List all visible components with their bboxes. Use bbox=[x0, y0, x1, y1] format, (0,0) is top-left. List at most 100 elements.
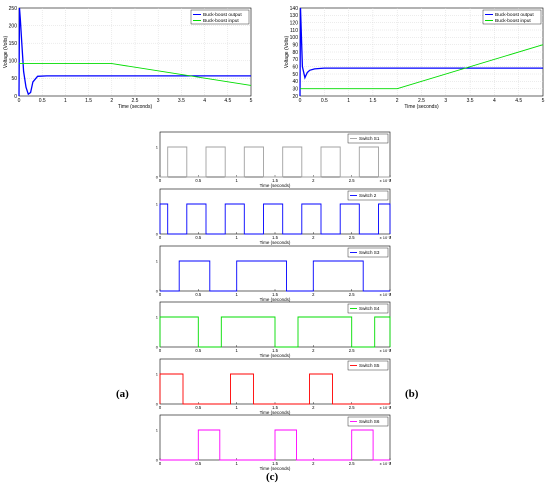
x-tick-label: 2.5 bbox=[349, 178, 355, 183]
x-tick-label: 5 bbox=[542, 98, 545, 104]
y-tick-label: 200 bbox=[9, 23, 18, 29]
x-tick-label: 2 bbox=[110, 98, 113, 104]
legend-label: Buck-boost output bbox=[495, 12, 534, 18]
y-tick-label: 0 bbox=[156, 175, 159, 180]
x-axis-label: Time (seconds) bbox=[118, 104, 153, 110]
x-tick-label: 2 bbox=[312, 461, 315, 466]
y-tick-label: 60 bbox=[292, 64, 298, 70]
x-tick-label: 2.5 bbox=[349, 348, 355, 353]
x-tick-label: 0.5 bbox=[195, 405, 201, 410]
series-line-output bbox=[299, 7, 543, 97]
x-tick-label: 0.5 bbox=[195, 292, 201, 297]
x-tick-label: 3 bbox=[389, 461, 392, 466]
x-tick-label: 2.5 bbox=[132, 98, 139, 104]
x-tick-label: 5 bbox=[250, 98, 253, 104]
x-tick-label: 0 bbox=[159, 405, 162, 410]
y-tick-label: 0 bbox=[156, 232, 159, 237]
legend-label: Switch S1 bbox=[359, 136, 380, 141]
switch-waveform bbox=[160, 260, 390, 292]
x-tick-label: 2 bbox=[396, 98, 399, 104]
y-axis-label: Voltage (Volts) bbox=[3, 36, 9, 69]
x-tick-label: 1 bbox=[235, 292, 238, 297]
legend-label: Buck-boost input bbox=[203, 18, 239, 24]
x-exponent-label: x 10⁻⁴ bbox=[380, 348, 392, 353]
x-tick-label: 2.5 bbox=[349, 292, 355, 297]
x-tick-label: 2 bbox=[312, 292, 315, 297]
y-tick-label: 130 bbox=[290, 13, 299, 19]
x-tick-label: 4.5 bbox=[515, 98, 522, 104]
x-tick-label: 0 bbox=[299, 98, 302, 104]
y-tick-label: 1 bbox=[156, 372, 159, 377]
y-tick-label: 0 bbox=[156, 345, 159, 350]
switch-waveform bbox=[160, 429, 390, 461]
legend-box bbox=[347, 416, 389, 427]
legend-label: Buck-boost input bbox=[495, 18, 531, 24]
x-tick-label: 1 bbox=[64, 98, 67, 104]
x-tick-label: 1.5 bbox=[272, 348, 278, 353]
x-tick-label: 1 bbox=[235, 178, 238, 183]
x-tick-label: 1.5 bbox=[369, 98, 376, 104]
legend-label: Switch S5 bbox=[359, 363, 380, 368]
y-tick-label: 150 bbox=[9, 41, 18, 47]
legend-box bbox=[190, 9, 250, 25]
x-tick-label: 3 bbox=[389, 405, 392, 410]
x-tick-label: 3 bbox=[157, 98, 160, 104]
x-tick-label: 3.5 bbox=[178, 98, 185, 104]
x-axis-label: Time (seconds) bbox=[260, 466, 291, 471]
x-exponent-label: x 10⁻⁴ bbox=[380, 178, 392, 183]
x-tick-label: 3 bbox=[444, 98, 447, 104]
x-tick-label: 1.5 bbox=[272, 235, 278, 240]
legend-label: Buck-boost output bbox=[203, 12, 242, 18]
y-tick-label: 140 bbox=[290, 6, 299, 12]
y-tick-label: 110 bbox=[290, 28, 298, 34]
switch-waveform bbox=[159, 203, 391, 235]
x-tick-label: 0.5 bbox=[195, 235, 201, 240]
x-tick-label: 1 bbox=[235, 405, 238, 410]
y-tick-label: 1 bbox=[156, 259, 159, 264]
x-tick-label: 2 bbox=[312, 178, 315, 183]
x-tick-label: 0.5 bbox=[195, 461, 201, 466]
x-axis-label: Time (seconds) bbox=[260, 410, 291, 415]
x-tick-label: 3 bbox=[389, 292, 392, 297]
x-tick-label: 1.5 bbox=[272, 461, 278, 466]
x-tick-label: 0 bbox=[159, 292, 162, 297]
x-tick-label: 0 bbox=[159, 235, 162, 240]
legend-box bbox=[347, 133, 389, 144]
x-tick-label: 1.5 bbox=[272, 292, 278, 297]
legend-box bbox=[347, 190, 389, 201]
caption-a: (a) bbox=[116, 388, 129, 400]
legend-box bbox=[347, 360, 389, 371]
legend-label: Switch S6 bbox=[359, 419, 380, 424]
y-tick-label: 70 bbox=[292, 57, 298, 63]
y-tick-label: 1 bbox=[156, 428, 159, 433]
line-chart-a: 0 0.5 1 1.5 2 2.5 3 3.5 4 4.5 5050100150200250Time… bbox=[3, 6, 253, 110]
y-tick-label: 90 bbox=[292, 42, 298, 48]
x-tick-label: 1.5 bbox=[85, 98, 92, 104]
x-tick-label: 4 bbox=[493, 98, 496, 104]
y-tick-label: 0 bbox=[14, 94, 17, 100]
y-tick-label: 120 bbox=[290, 20, 299, 26]
series-line-input bbox=[19, 63, 252, 86]
x-tick-label: 0 bbox=[18, 98, 21, 104]
x-tick-label: 1 bbox=[235, 348, 238, 353]
y-tick-label: 40 bbox=[292, 79, 298, 85]
y-tick-label: 50 bbox=[11, 76, 17, 82]
x-tick-label: 2.5 bbox=[418, 98, 425, 104]
switch-waveform bbox=[159, 316, 391, 348]
x-axis-label: Time (seconds) bbox=[404, 104, 439, 110]
caption-b: (b) bbox=[405, 388, 419, 400]
y-tick-label: 80 bbox=[292, 50, 298, 56]
y-tick-label: 1 bbox=[156, 202, 159, 207]
caption-c: (c) bbox=[266, 471, 279, 483]
x-tick-label: 1 bbox=[235, 461, 238, 466]
x-tick-label: 0.5 bbox=[321, 98, 328, 104]
x-tick-label: 1 bbox=[347, 98, 350, 104]
x-tick-label: 1.5 bbox=[272, 405, 278, 410]
y-tick-label: 1 bbox=[156, 145, 159, 150]
x-tick-label: 0.5 bbox=[195, 178, 201, 183]
